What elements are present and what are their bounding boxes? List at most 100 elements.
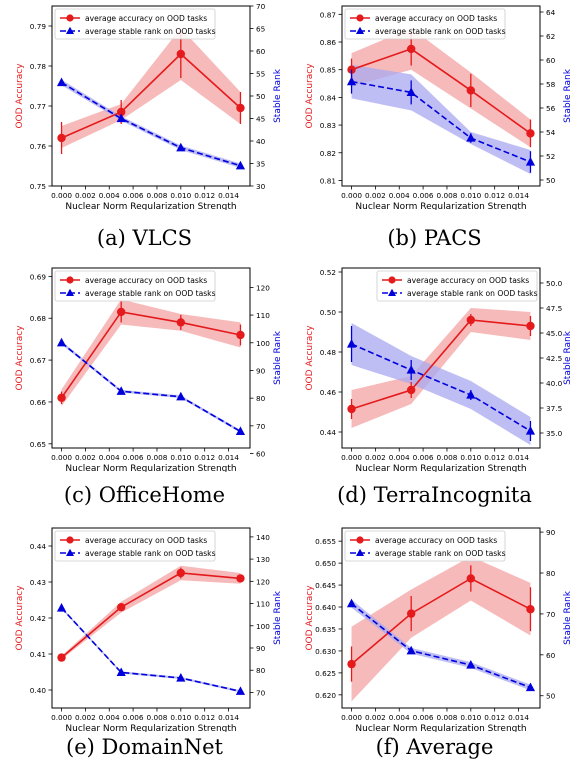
x-axis-label: Nuclear Norm Regularization Strength bbox=[355, 202, 526, 210]
y2-tick-label: 45.0 bbox=[546, 329, 563, 338]
y2-tick-label: 100 bbox=[256, 622, 270, 631]
accuracy-point bbox=[116, 107, 126, 117]
x-tick-label: 0.006 bbox=[413, 453, 434, 462]
accuracy-point bbox=[347, 404, 356, 414]
x-tick-label: 0.004 bbox=[389, 453, 410, 462]
accuracy-line bbox=[351, 48, 531, 135]
x-tick-label: 0.002 bbox=[75, 713, 96, 722]
chart-domainnet: 0.000 0.002 0.004 0.006 0.008 0.010 0.012 0.014… bbox=[15, 527, 283, 732]
x-axis-label: Nuclear Norm Regularization Strength bbox=[355, 724, 526, 732]
x-axis-label: Nuclear Norm Regularization Strength bbox=[65, 464, 236, 472]
y-axis-label: OOD Accuracy bbox=[15, 63, 25, 129]
x-tick-label: 0.010 bbox=[170, 713, 191, 722]
y-tick-label: 0.77 bbox=[30, 102, 47, 111]
x-tick-label: 0.012 bbox=[194, 191, 215, 200]
rank-point bbox=[56, 337, 67, 347]
y2-axis-label: Stable Rank bbox=[273, 68, 283, 123]
accuracy-band bbox=[351, 308, 531, 428]
accuracy-point bbox=[236, 330, 245, 340]
y2-tick-label: 120 bbox=[256, 283, 270, 292]
x-tick-label: 0.006 bbox=[123, 453, 144, 462]
y2-tick-label: 60 bbox=[256, 47, 266, 56]
accuracy-point bbox=[57, 653, 66, 662]
y2-tick-label: 80 bbox=[256, 666, 266, 675]
y-tick-label: 0.69 bbox=[30, 272, 47, 281]
caption-officehome: (c) OfficeHome bbox=[63, 483, 226, 507]
legend-accuracy-label: average accuracy on OOD tasks bbox=[85, 536, 207, 545]
accuracy-band bbox=[351, 556, 531, 702]
legend-rank-label: average stable rank on OOD tasks bbox=[85, 549, 216, 558]
accuracy-point bbox=[176, 318, 186, 327]
accuracy-point bbox=[406, 385, 416, 395]
accuracy-line bbox=[351, 577, 531, 665]
accuracy-point bbox=[57, 133, 66, 143]
x-tick-label: 0.012 bbox=[484, 191, 505, 200]
legend-accuracy-label: average accuracy on OOD tasks bbox=[375, 14, 497, 23]
y2-tick-label: 56 bbox=[546, 104, 556, 113]
y2-tick-label: 40.0 bbox=[546, 379, 563, 388]
y2-tick-label: 130 bbox=[256, 555, 270, 564]
rank-line bbox=[351, 603, 531, 689]
y2-tick-label: 60 bbox=[256, 450, 266, 459]
y-axis-label: OOD Accuracy bbox=[305, 325, 315, 391]
rank-band bbox=[351, 323, 531, 445]
chart-officehome: 0.000 0.002 0.004 0.006 0.008 0.010 0.012 0.014… bbox=[15, 267, 283, 472]
rank-line bbox=[351, 343, 531, 432]
legend-accuracy-marker bbox=[356, 536, 364, 544]
rank-point bbox=[466, 390, 476, 399]
x-tick-label: 0.000 bbox=[341, 713, 362, 722]
x-tick-label: 0.006 bbox=[413, 191, 434, 200]
rank-band bbox=[351, 64, 531, 174]
y2-tick-label: 50 bbox=[546, 692, 556, 701]
legend-box bbox=[54, 8, 216, 40]
rank-point bbox=[116, 386, 126, 395]
x-tick-label: 0.002 bbox=[365, 453, 386, 462]
x-tick-label: 0.008 bbox=[437, 713, 458, 722]
legend-accuracy-label: average accuracy on OOD tasks bbox=[375, 536, 497, 545]
y-tick-label: 0.83 bbox=[320, 121, 337, 130]
y2-tick-label: 35.0 bbox=[546, 429, 563, 438]
x-tick-label: 0.004 bbox=[389, 191, 410, 200]
legend-accuracy-marker bbox=[66, 14, 74, 22]
x-tick-label: 0.008 bbox=[437, 453, 458, 462]
y2-tick-label: 90 bbox=[256, 644, 266, 653]
y2-tick-label: 60 bbox=[546, 651, 556, 660]
rank-point bbox=[176, 673, 186, 682]
y-tick-label: 0.635 bbox=[315, 625, 336, 634]
y-tick-label: 0.81 bbox=[320, 176, 336, 185]
y2-tick-label: 60 bbox=[546, 56, 556, 65]
accuracy-point bbox=[406, 44, 416, 54]
accuracy-point bbox=[347, 659, 356, 669]
legend-rank-label: average stable rank on OOD tasks bbox=[85, 289, 216, 298]
accuracy-point bbox=[466, 574, 476, 583]
y2-axis-label: Stable Rank bbox=[563, 68, 573, 123]
legend-rank-marker bbox=[66, 548, 74, 556]
accuracy-line bbox=[60, 311, 241, 399]
y2-tick-label: 30 bbox=[256, 182, 266, 191]
chart-pacs: 0.000 0.002 0.004 0.006 0.008 0.010 0.012 0.014… bbox=[305, 5, 573, 210]
y2-tick-label: 54 bbox=[546, 128, 556, 137]
accuracy-point bbox=[176, 49, 186, 59]
y-tick-label: 0.84 bbox=[320, 93, 337, 102]
y2-tick-label: 37.5 bbox=[546, 404, 562, 413]
rank-band bbox=[61, 606, 241, 693]
rank-point bbox=[525, 157, 536, 166]
accuracy-point bbox=[57, 393, 66, 402]
accuracy-point bbox=[116, 603, 126, 612]
x-tick-label: 0.010 bbox=[460, 191, 481, 200]
rank-point bbox=[176, 142, 186, 152]
y-tick-label: 0.43 bbox=[30, 578, 47, 587]
y-tick-label: 0.645 bbox=[315, 581, 336, 590]
y2-axis-label: Stable Rank bbox=[273, 330, 283, 385]
y-tick-label: 0.48 bbox=[320, 348, 337, 357]
y2-axis-label: Stable Rank bbox=[563, 330, 573, 385]
y2-tick-label: 120 bbox=[256, 577, 270, 586]
plot-frame bbox=[51, 267, 251, 449]
rank-point bbox=[235, 426, 246, 435]
y2-tick-label: 100 bbox=[256, 339, 270, 348]
y2-tick-label: 140 bbox=[256, 533, 270, 542]
legend-rank-marker bbox=[356, 26, 364, 34]
accuracy-point bbox=[526, 605, 535, 614]
x-tick-label: 0.014 bbox=[218, 713, 239, 722]
rank-point bbox=[466, 660, 476, 669]
